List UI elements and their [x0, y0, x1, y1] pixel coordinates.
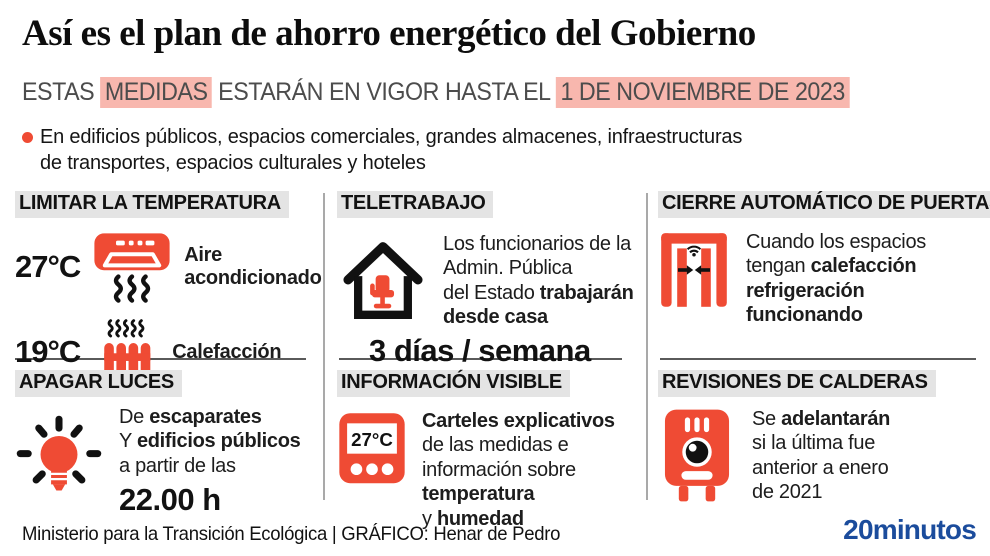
section-revisiones-calderas: REVISIONES DE CALDERAS Se adelantarán [658, 370, 980, 505]
heating-temp-value: 19°C [15, 334, 81, 369]
teletrabajo-text: Los funcionarios de la Admin. Pública de… [443, 233, 634, 329]
automatic-door-icon [658, 230, 730, 310]
thermostat-display-icon: 27°C [337, 409, 407, 489]
cierre-row: Cuando los espacios tengan calefacción r… [658, 230, 980, 328]
scope-line2: de transportes, espacios culturales y ho… [40, 152, 426, 174]
scope-line1: En edificios públicos, espacios comercia… [40, 126, 743, 148]
subtitle-highlight-medidas: MEDIDAS [100, 77, 213, 108]
section-title-teletrabajo: TELETRABAJO [337, 191, 494, 218]
subtitle: ESTAS MEDIDAS ESTARÁN EN VIGOR HASTA EL … [22, 77, 850, 108]
section-title-informacion: INFORMACIÓN VISIBLE [337, 370, 570, 397]
subtitle-part1: ESTAS [22, 78, 95, 106]
subtitle-part2: ESTARÁN EN VIGOR HASTA EL [218, 78, 550, 106]
vertical-divider-2 [646, 193, 648, 500]
cierre-text: Cuando los espacios tengan calefacción r… [746, 231, 926, 327]
credits-line: Ministerio para la Transición Ecológica … [22, 523, 561, 545]
ac-temp-value: 27°C [15, 249, 81, 284]
thermostat-temp-text: 27°C [351, 429, 393, 450]
section-title-cierre: CIERRE AUTOMÁTICO DE PUERTAS [658, 191, 990, 218]
boiler-icon [658, 407, 736, 504]
subtitle-highlight-date: 1 DE NOVIEMBRE DE 2023 [555, 77, 850, 108]
lightbulb-icon [15, 411, 103, 505]
air-conditioner-icon [92, 230, 172, 304]
teletrabajo-highlight-value: 3 días / semana [369, 332, 591, 368]
section-title-limitar: LIMITAR LA TEMPERATURA [15, 191, 289, 218]
section-apagar-luces: APAGAR LUCES [15, 370, 315, 518]
heating-label: Calefacción [172, 340, 282, 363]
horizontal-divider-1 [15, 358, 306, 360]
section-informacion-visible: INFORMACIÓN VISIBLE 27°C Carteles explic… [337, 370, 637, 531]
section-title-apagar: APAGAR LUCES [15, 370, 182, 397]
revisiones-text: Se adelantarán si la última fue anterior… [752, 408, 891, 504]
revisiones-row: Se adelantarán si la última fue anterior… [658, 407, 980, 505]
ac-row: 27°C Aire acondicionado [15, 230, 322, 304]
scope-text: En edificios públicos, espacios comercia… [40, 124, 910, 176]
section-cierre-puertas: CIERRE AUTOMÁTICO DE PUERTAS [658, 191, 990, 328]
section-teletrabajo: TELETRABAJO Los funcionarios de la Admin… [337, 191, 637, 369]
vertical-divider-1 [323, 193, 325, 500]
section-title-revisiones: REVISIONES DE CALDERAS [658, 370, 936, 397]
informacion-text: Carteles explicativos de las medidas e i… [422, 410, 615, 530]
apagar-row: De escaparates Y edificios públicos a pa… [15, 405, 315, 518]
horizontal-divider-2 [339, 358, 622, 360]
ac-label: Aire acondicionado [184, 244, 322, 289]
publisher-logo: 20minutos [843, 514, 977, 545]
apagar-highlight-value: 22.00 h [119, 482, 221, 518]
bullet-dot [22, 132, 33, 143]
teletrabajo-row: Los funcionarios de la Admin. Pública de… [337, 232, 637, 330]
apagar-text-block: De escaparates Y edificios públicos a pa… [119, 405, 301, 518]
horizontal-divider-3 [660, 358, 976, 360]
section-limitar-temperatura: LIMITAR LA TEMPERATURA 27°C Aire ac [15, 191, 322, 386]
home-office-icon [337, 232, 429, 324]
informacion-row: 27°C Carteles explicativos de las medida… [337, 409, 637, 531]
apagar-text: De escaparates Y edificios públicos a pa… [119, 406, 301, 477]
page-title: Así es el plan de ahorro energético del … [22, 13, 756, 54]
